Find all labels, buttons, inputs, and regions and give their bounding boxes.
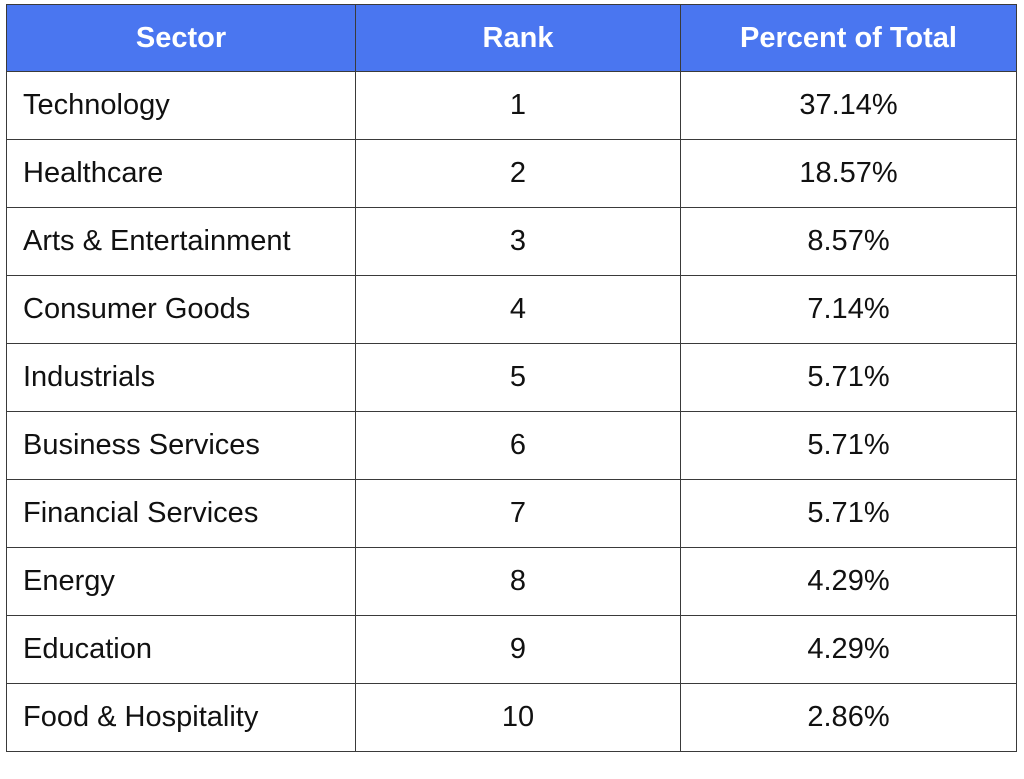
table-row: Education 9 4.29% bbox=[6, 615, 1017, 684]
column-header-rank: Rank bbox=[355, 4, 681, 72]
rank-cell: 1 bbox=[355, 71, 681, 140]
table-row: Industrials 5 5.71% bbox=[6, 343, 1017, 412]
rank-cell: 6 bbox=[355, 411, 681, 480]
table-row: Energy 8 4.29% bbox=[6, 547, 1017, 616]
sector-table-container: Sector Rank Percent of Total Technology … bbox=[6, 4, 1017, 752]
table-row: Arts & Entertainment 3 8.57% bbox=[6, 207, 1017, 276]
rank-cell: 7 bbox=[355, 479, 681, 548]
sector-cell: Energy bbox=[6, 547, 356, 616]
table-row: Food & Hospitality 10 2.86% bbox=[6, 683, 1017, 752]
percent-cell: 5.71% bbox=[680, 411, 1017, 480]
percent-cell: 4.29% bbox=[680, 547, 1017, 616]
sector-cell: Arts & Entertainment bbox=[6, 207, 356, 276]
sector-table: Sector Rank Percent of Total Technology … bbox=[6, 4, 1017, 752]
percent-cell: 4.29% bbox=[680, 615, 1017, 684]
rank-cell: 2 bbox=[355, 139, 681, 208]
table-row: Business Services 6 5.71% bbox=[6, 411, 1017, 480]
table-row: Healthcare 2 18.57% bbox=[6, 139, 1017, 208]
table-row: Financial Services 7 5.71% bbox=[6, 479, 1017, 548]
sector-cell: Industrials bbox=[6, 343, 356, 412]
sector-cell: Technology bbox=[6, 71, 356, 140]
rank-cell: 5 bbox=[355, 343, 681, 412]
percent-cell: 7.14% bbox=[680, 275, 1017, 344]
percent-cell: 5.71% bbox=[680, 479, 1017, 548]
percent-cell: 18.57% bbox=[680, 139, 1017, 208]
percent-cell: 2.86% bbox=[680, 683, 1017, 752]
sector-cell: Consumer Goods bbox=[6, 275, 356, 344]
column-header-percent: Percent of Total bbox=[680, 4, 1017, 72]
rank-cell: 4 bbox=[355, 275, 681, 344]
sector-cell: Education bbox=[6, 615, 356, 684]
column-header-sector: Sector bbox=[6, 4, 356, 72]
rank-cell: 3 bbox=[355, 207, 681, 276]
rank-cell: 9 bbox=[355, 615, 681, 684]
sector-cell: Business Services bbox=[6, 411, 356, 480]
rank-cell: 8 bbox=[355, 547, 681, 616]
percent-cell: 37.14% bbox=[680, 71, 1017, 140]
table-body: Technology 1 37.14% Healthcare 2 18.57% … bbox=[6, 71, 1017, 752]
sector-cell: Healthcare bbox=[6, 139, 356, 208]
sector-cell: Financial Services bbox=[6, 479, 356, 548]
table-row: Consumer Goods 4 7.14% bbox=[6, 275, 1017, 344]
table-header: Sector Rank Percent of Total bbox=[6, 4, 1017, 72]
header-row: Sector Rank Percent of Total bbox=[6, 4, 1017, 72]
table-row: Technology 1 37.14% bbox=[6, 71, 1017, 140]
percent-cell: 8.57% bbox=[680, 207, 1017, 276]
rank-cell: 10 bbox=[355, 683, 681, 752]
percent-cell: 5.71% bbox=[680, 343, 1017, 412]
sector-cell: Food & Hospitality bbox=[6, 683, 356, 752]
